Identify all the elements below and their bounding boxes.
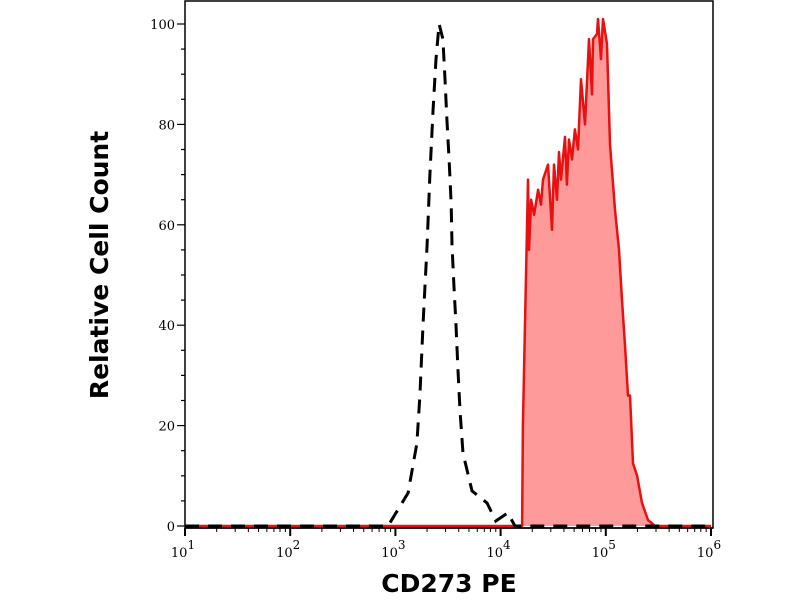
y-tick-label: 0 (167, 520, 175, 535)
y-axis-title: Relative Cell Count (85, 131, 114, 399)
x-tick-label: 104 (487, 538, 512, 561)
plot-frame (184, 0, 714, 529)
x-axis-title: CD273 PE (381, 569, 516, 598)
y-tick-label: 60 (158, 219, 175, 234)
y-tick-label: 20 (158, 420, 175, 435)
y-tick-label: 100 (150, 18, 175, 33)
sample-histogram-line (185, 17, 711, 528)
x-tick-label: 102 (276, 538, 300, 561)
axis-layer: 0 20 40 60 80 100 101 102 103 104 105 106 (150, 18, 721, 561)
sample-histogram-fill (185, 19, 711, 526)
series-layer (185, 17, 711, 528)
x-tick-label: 106 (697, 538, 721, 561)
x-tick-label: 105 (592, 538, 616, 561)
x-tick-label: 103 (381, 538, 405, 561)
y-tick-label: 40 (158, 319, 175, 334)
control-histogram-dashed-line (185, 23, 711, 528)
y-tick-label: 80 (158, 118, 175, 133)
x-tick-label: 101 (171, 538, 195, 561)
